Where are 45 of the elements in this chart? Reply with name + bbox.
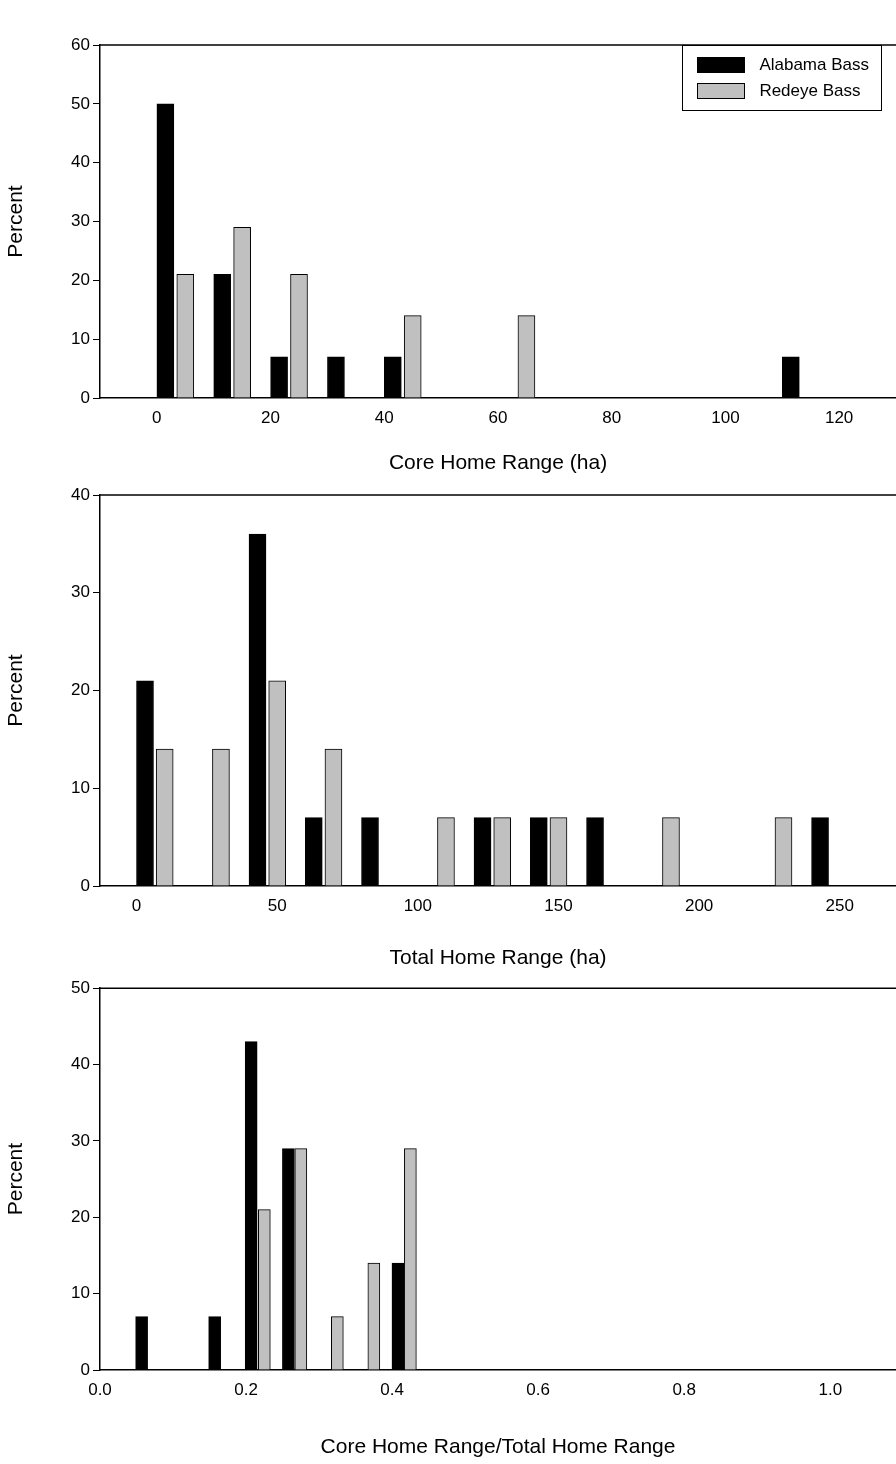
x-tick-label: 100 xyxy=(711,407,740,427)
y-tick-label: 30 xyxy=(71,582,90,602)
y-tick-label: 0 xyxy=(80,387,90,407)
x-tick-label: 20 xyxy=(261,407,281,427)
x-tick-label: 200 xyxy=(684,895,714,915)
y-tick-label: 30 xyxy=(71,211,90,231)
y-tick-label: 50 xyxy=(71,977,90,997)
x-tick-label: 250 xyxy=(825,895,854,915)
x-tick-label: 0 xyxy=(152,407,162,427)
x-tick-label: 0.6 xyxy=(526,1379,550,1399)
y-tick-label: 10 xyxy=(71,1283,90,1303)
y-tick-label: 40 xyxy=(71,152,90,172)
x-tick-label: 1.0 xyxy=(818,1379,843,1399)
x-tick-label: 80 xyxy=(602,407,622,427)
y-tick-label: 20 xyxy=(71,680,90,700)
x-tick-label: 0.0 xyxy=(88,1379,112,1399)
y-axis-title: Percent xyxy=(3,1142,27,1216)
y-tick-label: 40 xyxy=(71,1054,90,1074)
y-tick-label: 40 xyxy=(71,484,90,504)
x-tick-label: 50 xyxy=(267,895,287,915)
x-tick-label: 0.2 xyxy=(234,1379,258,1399)
y-tick-label: 30 xyxy=(71,1130,90,1150)
x-tick-label: 0.8 xyxy=(672,1379,697,1399)
y-tick-label: 20 xyxy=(71,270,90,290)
x-tick-label: 100 xyxy=(403,895,433,915)
x-tick-label: 60 xyxy=(488,407,508,427)
y-tick-label: 60 xyxy=(71,34,90,54)
x-axis-title: Core Home Range/Total Home Range xyxy=(320,1434,676,1458)
y-axis-title: Percent xyxy=(3,654,27,727)
y-tick-label: 10 xyxy=(71,328,90,348)
x-tick-label: 150 xyxy=(544,895,573,915)
y-tick-label: 10 xyxy=(71,777,90,797)
x-axis-title: Total Home Range (ha) xyxy=(389,945,607,969)
y-tick-label: 0 xyxy=(80,1359,90,1379)
y-tick-label: 20 xyxy=(71,1206,90,1226)
y-tick-label: 0 xyxy=(80,875,90,895)
legend-label: Redeye Bass xyxy=(759,81,861,101)
y-axis-title: Percent xyxy=(3,185,27,258)
x-tick-label: 0.4 xyxy=(380,1379,404,1399)
x-tick-label: 0 xyxy=(131,895,142,915)
x-axis-title: Core Home Range (ha) xyxy=(388,450,608,474)
x-tick-label: 120 xyxy=(824,407,854,427)
x-tick-label: 40 xyxy=(374,407,394,427)
y-tick-label: 50 xyxy=(71,93,90,113)
legend-label: Alabama Bass xyxy=(759,55,869,75)
